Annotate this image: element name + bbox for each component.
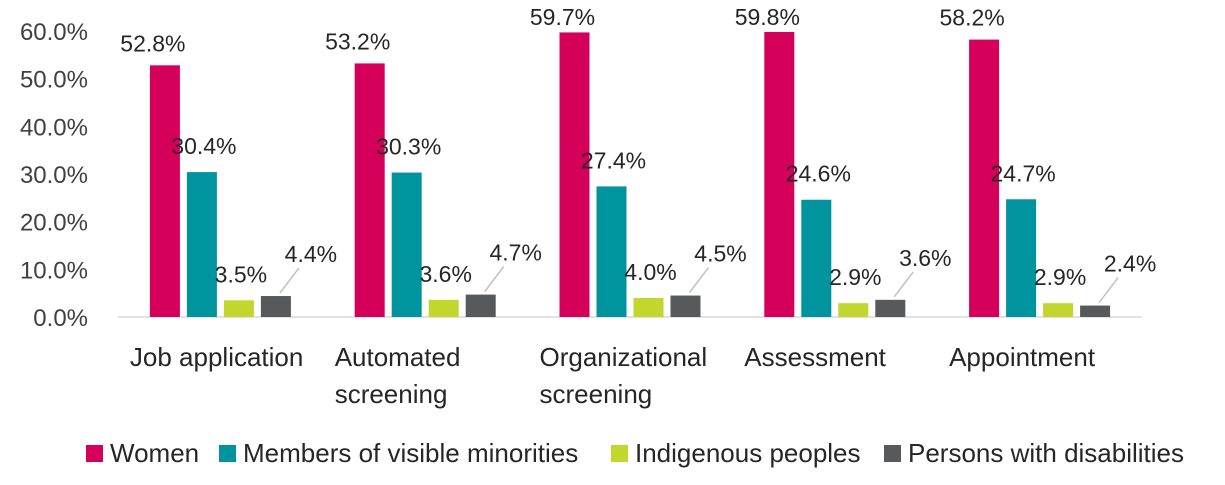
bar [186, 172, 217, 317]
bar [838, 303, 869, 317]
x-category-label: Job application [130, 342, 303, 372]
bar [801, 199, 832, 317]
legend-swatch [884, 445, 901, 462]
y-axis: 0.0% 10.0% 20.0% 30.0% 40.0% 50.0% 60.0% [20, 19, 88, 332]
data-label: 24.7% [990, 160, 1055, 186]
bar [559, 32, 590, 318]
data-label: 27.4% [581, 147, 646, 173]
x-category-label: screening [540, 379, 653, 409]
data-label: 2.9% [1034, 264, 1086, 290]
label-leader-line [484, 266, 505, 293]
data-label: 58.2% [939, 5, 1004, 31]
data-label: 4.7% [489, 240, 541, 266]
x-category-label: Appointment [949, 342, 1096, 372]
legend-label: Women [110, 438, 199, 468]
data-label: 52.8% [120, 30, 185, 56]
bar [149, 65, 180, 317]
legend-label: Indigenous peoples [635, 438, 861, 468]
data-label: 4.0% [624, 259, 676, 285]
x-category-label: screening [335, 379, 448, 409]
y-tick-label: 40.0% [20, 114, 88, 141]
bar [465, 294, 496, 317]
label-leader-line [688, 267, 710, 294]
legend-swatch [219, 445, 236, 462]
y-tick-label: 50.0% [20, 67, 88, 94]
data-label: 2.4% [1104, 251, 1156, 277]
data-label: 59.7% [530, 4, 595, 30]
bar [354, 63, 385, 318]
legend-swatch [611, 445, 628, 462]
label-leader-line [279, 267, 300, 294]
bar [875, 299, 906, 317]
data-label: 3.6% [899, 245, 951, 271]
bar [1080, 305, 1111, 317]
bars [149, 31, 1111, 318]
data-label: 3.6% [419, 261, 471, 287]
bar [969, 39, 1000, 318]
y-tick-label: 30.0% [20, 162, 88, 189]
y-tick-label: 0.0% [33, 305, 88, 332]
x-axis-categories: Job application Automated screening Organiz… [130, 342, 1096, 409]
data-label: 2.9% [829, 264, 881, 290]
data-label: 3.5% [215, 261, 267, 287]
bar [596, 186, 627, 317]
x-category-label: Organizational [540, 342, 708, 372]
legend: Women Members of visible minorities Indige… [86, 438, 1184, 468]
bar [260, 296, 291, 317]
bar [1006, 199, 1037, 317]
label-leader-line [893, 271, 914, 298]
x-category-label: Automated [335, 342, 461, 372]
data-label: 4.5% [694, 241, 746, 267]
bar [670, 295, 701, 317]
data-label: 30.3% [376, 134, 441, 160]
data-label: 24.6% [786, 161, 851, 187]
data-label: 53.2% [325, 28, 390, 54]
legend-label: Members of visible minorities [243, 438, 578, 468]
bar [633, 297, 664, 317]
label-leader-line [1098, 277, 1119, 304]
data-label: 4.4% [285, 241, 337, 267]
data-label: 59.8% [735, 4, 800, 30]
bar [223, 300, 254, 317]
data-labels: 52.8% 30.4% 3.5% 4.4% 53.2% 30.3% 3.6% 4.7% 59.7… [120, 4, 1156, 304]
y-tick-label: 60.0% [20, 19, 88, 46]
bar [1043, 303, 1074, 317]
legend-swatch [86, 445, 103, 462]
x-category-label: Assessment [744, 342, 886, 372]
bar [764, 31, 795, 317]
y-tick-label: 20.0% [20, 210, 88, 237]
y-tick-label: 10.0% [20, 257, 88, 284]
data-label: 30.4% [171, 133, 236, 159]
bar [391, 172, 422, 317]
bar [428, 299, 459, 317]
legend-label: Persons with disabilities [908, 438, 1184, 468]
